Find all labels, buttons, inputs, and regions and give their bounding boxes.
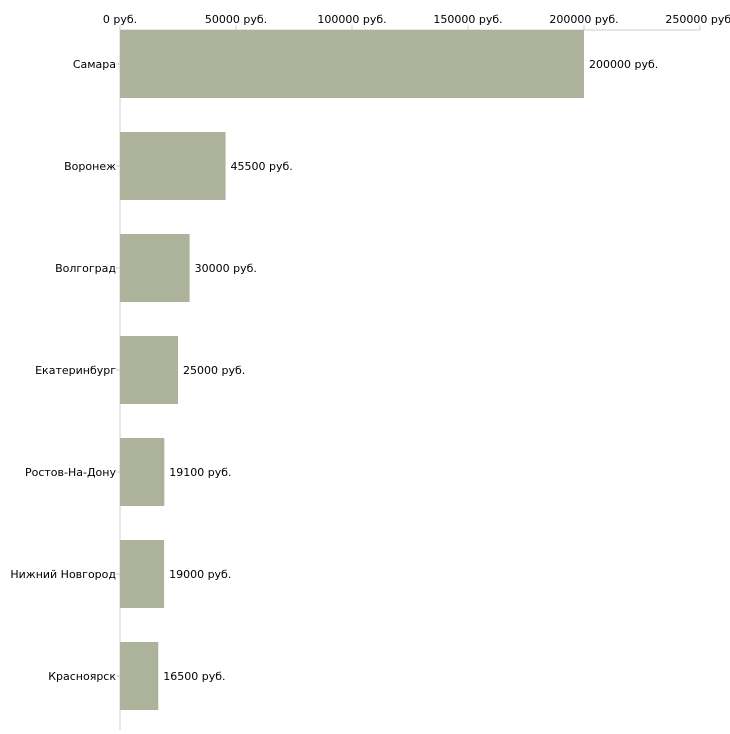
bar [120,642,159,710]
data-label: 19000 руб. [169,568,231,581]
bar [120,30,584,98]
data-label: 25000 руб. [183,364,245,377]
x-tick-label: 250000 руб. [665,13,730,26]
bar [120,336,178,404]
category-label: Ростов-На-Дону [25,466,116,479]
category-label: Самара [73,58,116,71]
bar [120,234,190,302]
bars-layer [120,30,584,710]
category-label: Волгоград [55,262,116,275]
category-label: Екатеринбург [35,364,116,377]
bar [120,438,165,506]
x-tick-label: 50000 руб. [205,13,267,26]
bar [120,132,226,200]
category-label: Воронеж [64,160,116,173]
data-label: 200000 руб. [589,58,658,71]
data-label: 30000 руб. [195,262,257,275]
category-label: Красноярск [48,670,116,683]
data-label: 16500 руб. [163,670,225,683]
bar [120,540,165,608]
data-label: 45500 руб. [231,160,293,173]
x-tick-label: 150000 руб. [433,13,502,26]
x-tick-label: 100000 руб. [317,13,386,26]
x-tick-label: 0 руб. [103,13,137,26]
labels-layer: Самара 200000 руб. Воронеж 45500 руб. Волгог… [10,58,658,683]
data-label: 19100 руб. [169,466,231,479]
category-label: Нижний Новгород [10,568,116,581]
x-tick-label: 200000 руб. [549,13,618,26]
